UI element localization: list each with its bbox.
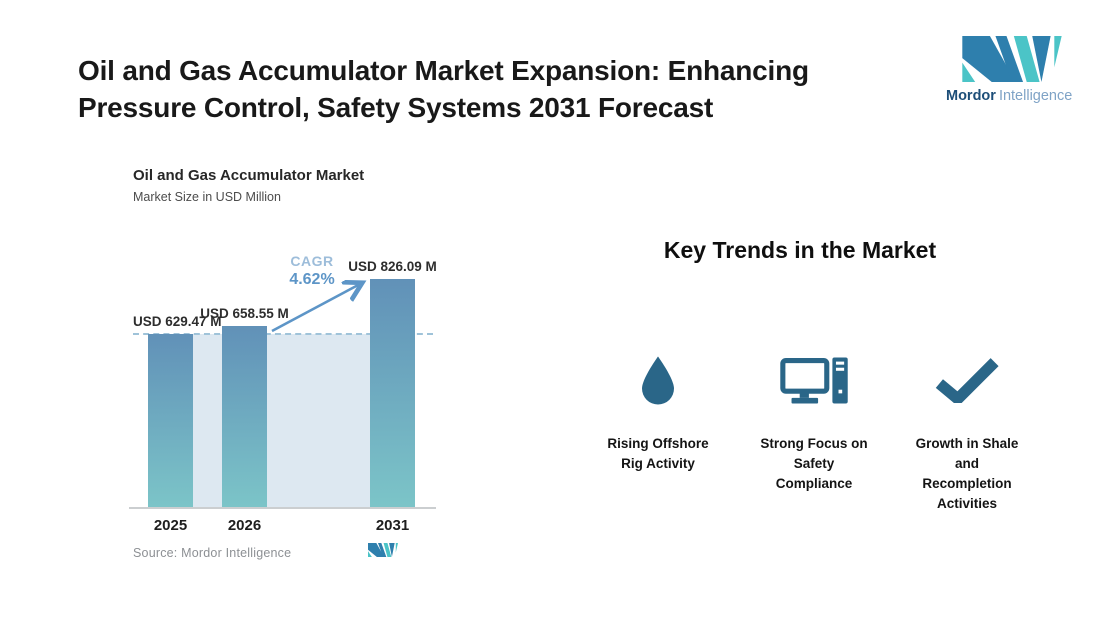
trend-label: Growth in Shale and Recompletion Activit… [915, 436, 1019, 511]
chart-title: Oil and Gas Accumulator Market [133, 167, 365, 184]
cagr-annotation: CAGR 4.62% [257, 252, 367, 290]
checkmark-icon [935, 357, 999, 403]
growth-arrow-icon [271, 277, 370, 333]
trend-item-safety-compliance: Strong Focus on Safety Compliance [736, 352, 892, 494]
trend-item-shale-recompletion: Growth in Shale and Recompletion Activit… [884, 352, 1050, 514]
page-title: Oil and Gas Accumulator Market Expansion… [78, 55, 809, 123]
cagr-label: CAGR [290, 253, 334, 269]
x-axis-label-2031: 2031 [375, 517, 410, 534]
x-axis-label-2025: 2025 [153, 517, 188, 534]
source-label: Source: Mordor Intelligence [133, 546, 292, 560]
cagr-value: 4.62% [289, 271, 335, 288]
mordor-logo-small-icon [368, 543, 398, 557]
value-label-2031: USD 826.09 M [348, 259, 437, 274]
chart-subtitle: Market Size in USD Million [133, 190, 281, 204]
plot-area: CAGR 4.62% USD 629.47 M 2025 USD 658.55 M 2… [133, 225, 437, 534]
brand-logo: Mordor Intelligence [946, 36, 1076, 104]
trend-label: Rising Offshore Rig Activity [607, 436, 709, 471]
x-axis-line [129, 507, 436, 509]
x-axis-label-2026: 2026 [227, 517, 262, 534]
trend-label: Strong Focus on Safety Compliance [760, 436, 868, 491]
value-label-2025: USD 629.47 M [133, 314, 222, 329]
threshold-dashed-line [133, 333, 433, 335]
trend-item-offshore-rig: Rising Offshore Rig Activity [580, 352, 736, 474]
mordor-logo-icon [962, 36, 1062, 82]
brand-name-bold: Mordor [946, 88, 996, 104]
desktop-computer-icon [780, 357, 848, 403]
value-label-2026: USD 658.55 M [200, 306, 289, 321]
bar-2025 [148, 334, 193, 509]
trends-heading: Key Trends in the Market [663, 237, 937, 263]
bar-2031 [370, 279, 415, 509]
bar-2026 [222, 326, 267, 509]
water-drop-icon [642, 356, 674, 404]
brand-name-light: Intelligence [998, 88, 1073, 104]
brand-name: Mordor Intelligence [946, 88, 1076, 104]
